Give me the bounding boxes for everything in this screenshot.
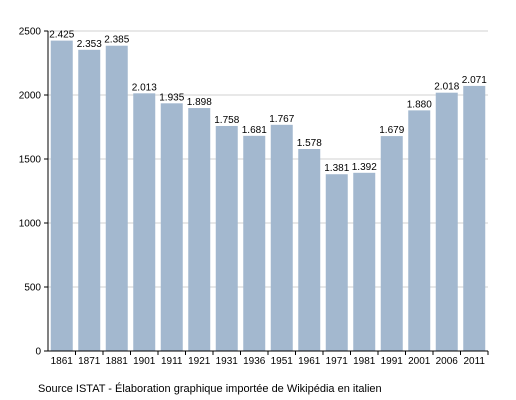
bar-1911 [160, 103, 183, 351]
y-tick-label: 1500 [19, 155, 42, 166]
bar-1961 [298, 149, 321, 351]
bar-1861 [50, 40, 73, 351]
x-tick-label-2011: 2011 [463, 356, 485, 367]
source-note: Source ISTAT - Élaboration graphique imp… [38, 382, 382, 395]
bar-1936 [243, 135, 266, 351]
x-tick-label-1861: 1861 [51, 356, 74, 367]
data-label-2001: 1.880 [407, 99, 432, 110]
x-tick-label-1951: 1951 [271, 356, 294, 367]
y-tick-label: 1000 [19, 219, 42, 230]
data-label-1961: 1.578 [297, 138, 322, 149]
bars [50, 40, 486, 352]
data-label-2011: 2.071 [462, 75, 487, 86]
data-label-1871: 2.353 [77, 39, 102, 50]
x-tick-label-2001: 2001 [408, 356, 431, 367]
y-tick-label: 0 [35, 347, 41, 358]
bar-1951 [270, 124, 293, 351]
labels: 0 500 1000 1500 2000 2500 2.425 1861 2.353 1871 2.… [19, 27, 487, 368]
bar-1871 [78, 49, 101, 351]
x-tick-label-1971: 1971 [326, 356, 349, 367]
x-tick-label-1901: 1901 [133, 356, 156, 367]
x-tick-label-1871: 1871 [78, 356, 101, 367]
data-label-1931: 1.758 [214, 115, 239, 126]
x-tick-label-1991: 1991 [381, 356, 404, 367]
bar-1901 [133, 93, 156, 351]
y-tick-label: 2000 [19, 91, 42, 102]
x-tick-label-1936: 1936 [243, 356, 266, 367]
x-tick-label-1881: 1881 [106, 356, 129, 367]
data-label-2006: 2.018 [434, 82, 459, 93]
bar-1981 [353, 172, 376, 351]
data-label-1971: 1.381 [324, 163, 349, 174]
data-label-1991: 1.679 [379, 125, 404, 136]
bar-1881 [105, 45, 128, 351]
bar-2011 [463, 85, 486, 352]
x-tick-label-1981: 1981 [353, 356, 376, 367]
bar-1921 [188, 108, 211, 351]
data-label-1921: 1.898 [187, 97, 212, 108]
axes [44, 30, 489, 355]
data-label-1861: 2.425 [49, 30, 74, 41]
x-tick-label-1931: 1931 [216, 356, 239, 367]
y-tick-label: 500 [24, 283, 41, 294]
data-label-1981: 1.392 [352, 162, 377, 173]
x-tick-label-1911: 1911 [161, 356, 183, 367]
x-tick-label-2006: 2006 [436, 356, 459, 367]
data-label-1936: 1.681 [242, 125, 267, 136]
bar-1991 [380, 136, 403, 351]
data-label-1911: 1.935 [159, 92, 184, 103]
bar-2001 [408, 110, 431, 351]
data-label-1881: 2.385 [104, 35, 129, 46]
y-tick-label: 2500 [19, 27, 42, 38]
data-label-1901: 2.013 [132, 82, 157, 93]
bar-1971 [325, 174, 348, 351]
bar-1931 [215, 125, 238, 351]
x-tick-label-1921: 1921 [188, 356, 211, 367]
data-label-1951: 1.767 [269, 114, 294, 125]
bar-2006 [435, 92, 458, 352]
x-tick-label-1961: 1961 [298, 356, 321, 367]
